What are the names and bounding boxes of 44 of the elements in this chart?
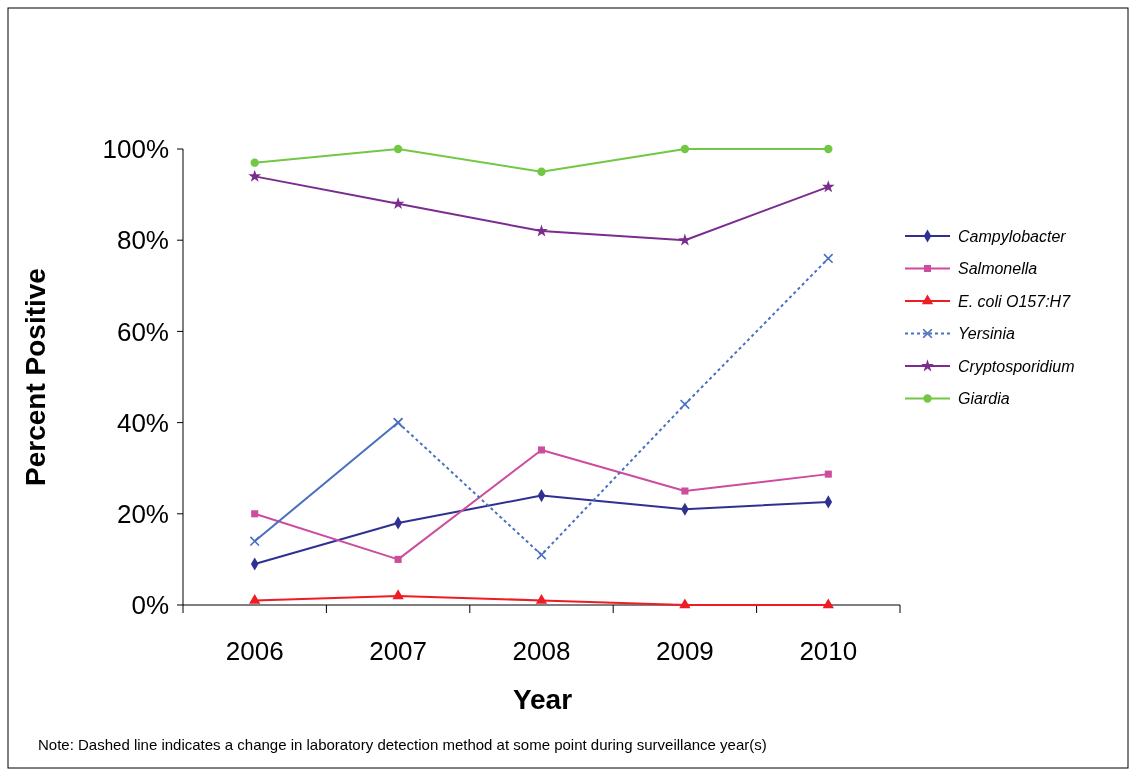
y-tick-label: 100% [102,134,169,165]
point [823,253,834,264]
legend-label: E. coli O157:H7 [958,292,1072,310]
legend-label: Salmonella [958,260,1038,278]
point [680,144,690,154]
point [824,470,832,478]
x-tick-label: 2007 [369,636,428,666]
point [535,224,548,237]
point [681,487,689,495]
point [822,598,834,609]
point [678,233,692,246]
point [394,555,402,563]
point [821,180,835,193]
point [536,549,547,560]
point [393,144,403,154]
point [537,446,546,454]
y-axis-title: Percent Positive [20,268,51,486]
point [535,593,548,604]
point [391,197,405,210]
y-tick-label: 0% [131,590,169,621]
y-tick-label: 80% [116,225,169,256]
x-axis-title: Year [512,684,573,715]
legend-label: Giardia [958,390,1010,408]
point [392,589,404,600]
x-tick-label: 2006 [225,636,284,666]
point [679,399,690,410]
y-tick-label: 40% [116,407,169,438]
y-tick-label: 20% [116,498,169,529]
x-tick-label: 2008 [512,636,571,666]
point [249,593,261,604]
point [824,144,833,154]
x-tick-label: 2009 [655,636,714,666]
legend-label: Cryptosporidium [958,357,1075,375]
point [249,536,260,547]
point [250,158,259,167]
x-tick-label: 2010 [799,636,858,666]
y-tick-label: 60% [116,316,169,347]
text: Note: Dashed line indicates a change in laboratory detection method at some point during surveillance year(s) [38,736,767,753]
legend-label: Campylobacter [958,227,1067,245]
legend-label: Yersinia [958,325,1016,343]
point [679,598,691,609]
point [537,167,546,176]
point [251,510,259,518]
point [248,169,262,182]
